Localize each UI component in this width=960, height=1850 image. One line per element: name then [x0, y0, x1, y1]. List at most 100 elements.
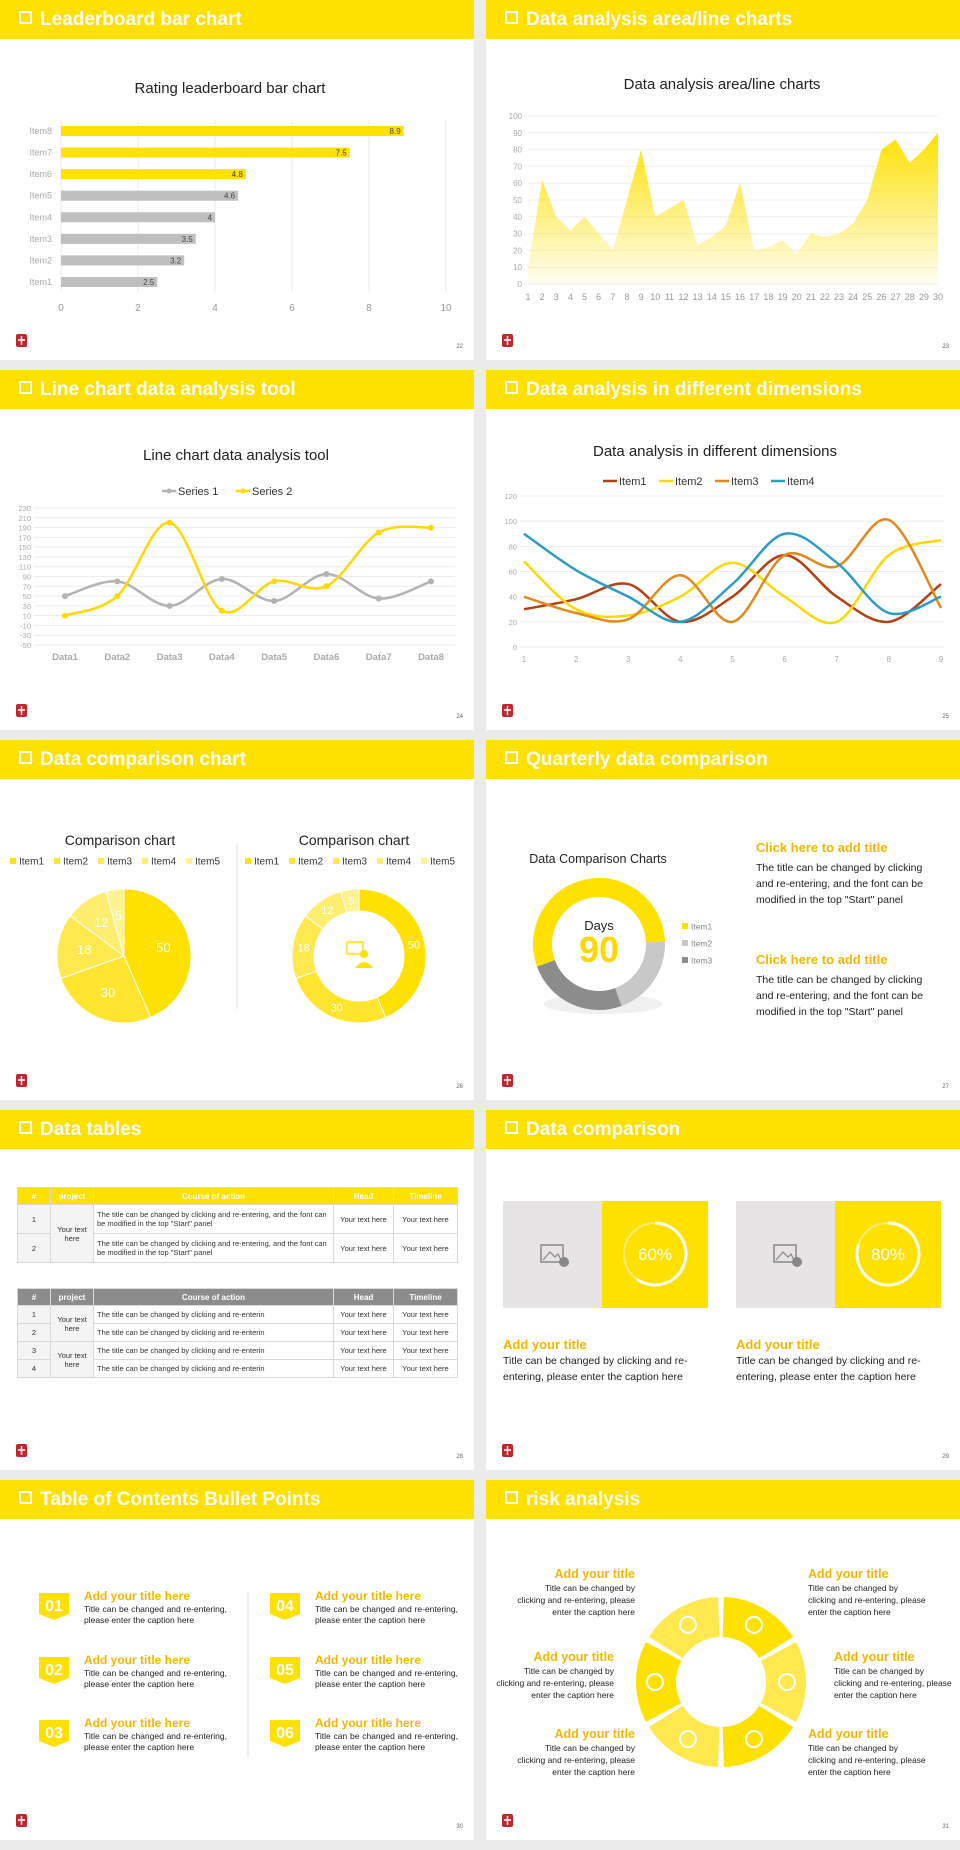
legend-label: Item2: [298, 857, 323, 868]
slide: 29 60% 80% Data comparison Add your title Tit…: [486, 1110, 960, 1470]
slide-title: Data comparison chart: [40, 749, 246, 770]
value-label: 5: [348, 896, 354, 908]
table-cell: Your text here: [50, 1204, 94, 1263]
value-label: 4.6: [224, 192, 236, 201]
value-label: 4.8: [232, 170, 244, 179]
table-cell: The title can be changed by clicking and…: [93, 1323, 334, 1342]
item-title: Add your title here: [84, 1589, 191, 1603]
slide-canvas: 22 Rating leaderboard bar chart 0 2 4 6 8 10 Ite…: [16, 80, 464, 350]
y-tick-label: 40: [513, 213, 522, 222]
legend-swatch: [54, 858, 60, 864]
point: [114, 578, 121, 585]
icon: [355, 962, 373, 968]
point: [323, 583, 330, 590]
slide: 30 01 02 03 04 05 06 Table of Contents Bullet P…: [0, 1480, 474, 1840]
y-tick-label: 100: [504, 517, 517, 526]
text-block: Add your title Title can be changed by cl…: [834, 1649, 954, 1701]
slide-header: Quarterly data comparison: [486, 740, 960, 779]
header-icon: [505, 751, 518, 764]
page-number: 29: [942, 1454, 949, 1460]
item-title: Add your title: [554, 1727, 635, 1741]
number-badge: [39, 1720, 69, 1747]
table-cell: 3: [17, 1341, 51, 1360]
chart-title: Data analysis in different dimensions: [593, 443, 837, 460]
image-icon: [540, 1244, 564, 1263]
legend-label: Item2: [63, 857, 88, 868]
item-text: Title can be changed and re-entering, pl…: [84, 1668, 227, 1689]
segment-icon: [679, 1730, 697, 1749]
legend-swatch: [98, 858, 104, 864]
value-label: 18: [298, 943, 310, 955]
number-badge: [270, 1720, 300, 1747]
center-value: 90: [579, 929, 619, 970]
slide-canvas: 29 60% 80%: [502, 1201, 950, 1460]
point: [323, 571, 330, 578]
x-tick-label: 8: [366, 303, 372, 314]
point: [166, 519, 173, 526]
table-cell: 1: [17, 1305, 51, 1324]
x-tick-label: 4: [212, 303, 218, 314]
table-cell: The title can be changed by clicking and…: [93, 1341, 334, 1360]
slide-title: Data analysis in different dimensions: [526, 379, 862, 400]
y-tick-label: Item7: [29, 148, 52, 158]
slide-canvas: 31: [502, 1597, 950, 1830]
x-tick-label: 22: [820, 292, 830, 302]
number-badge: [39, 1593, 69, 1620]
y-tick-label: -10: [20, 621, 31, 630]
y-tick-label: 190: [18, 524, 31, 533]
y-tick-label: 30: [513, 230, 522, 239]
legend-label: Item4: [386, 857, 411, 868]
value-label: 18: [77, 942, 91, 957]
x-tick-label: 28: [905, 292, 915, 302]
legend-swatch: [682, 923, 688, 929]
icon: [360, 950, 368, 958]
table-cell: 2: [17, 1233, 51, 1263]
y-tick-label: 70: [23, 582, 31, 591]
legend-label: Series 1: [178, 486, 218, 498]
table-cell: The title can be changed by clicking and…: [93, 1233, 334, 1263]
value-label: 7.5: [336, 149, 348, 158]
y-tick-label: 30: [23, 602, 31, 611]
logo-mark: [18, 706, 25, 715]
x-tick-label: 2: [540, 292, 545, 302]
item-text: Title can be changed by clicking and re-…: [517, 1743, 635, 1777]
x-tick-label: 16: [735, 292, 745, 302]
line: [64, 521, 432, 617]
header-row: # project Course of action Head Timeline: [17, 1288, 458, 1306]
value-label: 12: [321, 905, 333, 917]
y-tick-label: 120: [504, 492, 517, 501]
bar: [61, 212, 215, 223]
point: [271, 578, 278, 585]
y-tick-label: Item1: [29, 277, 52, 287]
slice: [358, 888, 427, 1019]
text-block: Click here to add title The title can be …: [756, 951, 936, 1020]
legend-label: Item1: [19, 857, 44, 868]
x-tick-label: 8: [887, 655, 892, 664]
value-label: 30: [101, 985, 115, 1000]
slide-title: Data tables: [40, 1119, 142, 1140]
y-tick-label: 130: [18, 553, 31, 562]
y-tick-label: Item5: [29, 191, 52, 201]
text-block: Add your title here Title can be changed …: [315, 1588, 458, 1626]
logo-mark: [504, 1446, 511, 1455]
x-tick-label: 1: [525, 292, 530, 302]
slide-header: risk analysis: [486, 1480, 960, 1519]
x-tick-label: 1: [522, 655, 527, 664]
text-block: Add your title here Title can be changed …: [315, 1715, 458, 1753]
image-icon: [542, 1251, 562, 1261]
badge-number: 06: [276, 1725, 294, 1742]
slice: [533, 878, 665, 967]
item-text: Title can be changed by clicking and re-…: [517, 1583, 635, 1617]
line: [523, 532, 942, 624]
segment-icon: [778, 1673, 796, 1691]
y-tick-label: Item6: [29, 169, 52, 179]
y-tick-label: -50: [20, 641, 31, 650]
point: [114, 593, 121, 600]
x-tick-label: 9: [639, 292, 644, 302]
text-block: Add your title here Title can be changed …: [84, 1588, 227, 1626]
x-tick-label: 6: [289, 303, 295, 314]
table-cell: Your text here: [393, 1305, 458, 1324]
chart-title: Comparison chart: [299, 832, 410, 848]
header-icon: [19, 1121, 32, 1134]
